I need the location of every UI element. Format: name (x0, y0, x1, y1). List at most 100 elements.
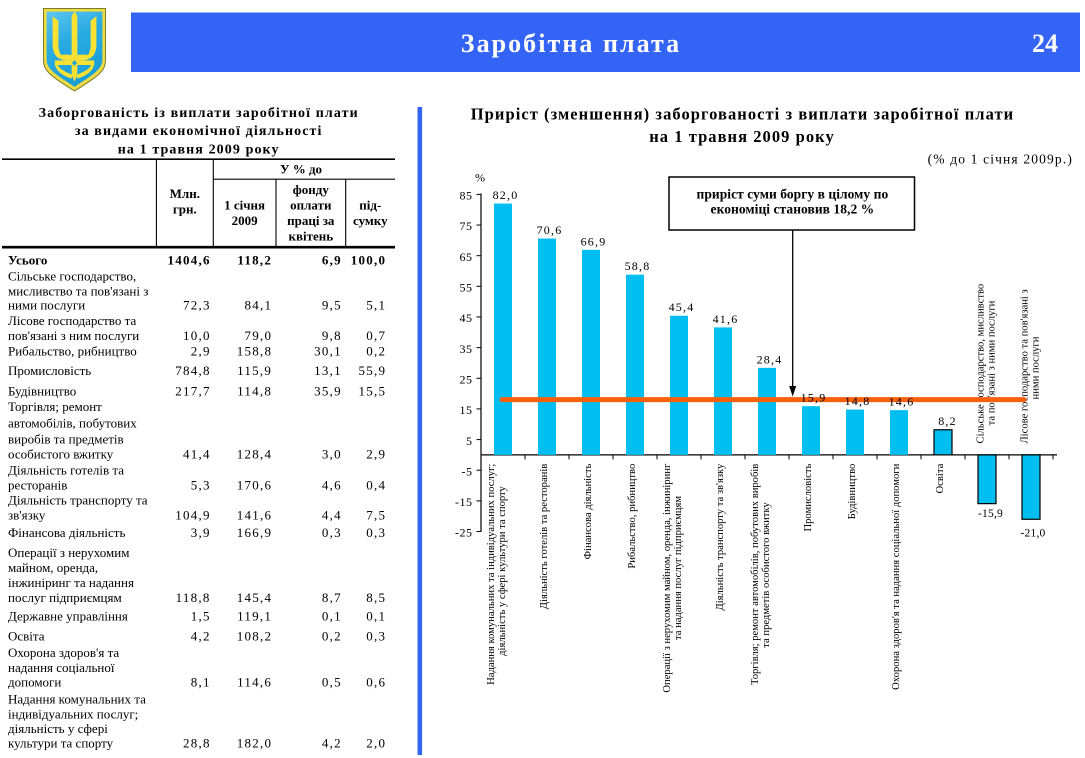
svg-text:55: 55 (460, 281, 473, 295)
svg-text:культури та спорту: культури та спорту (8, 736, 114, 751)
svg-text:мисливство та пов'язані з: мисливство та пов'язані з (8, 284, 148, 299)
svg-text:У % до: У % до (280, 161, 322, 176)
svg-text:майном, оренда,: майном, оренда, (8, 560, 98, 575)
svg-text:15: 15 (460, 403, 473, 417)
svg-text:114,8: 114,8 (237, 383, 272, 398)
svg-text:118,2: 118,2 (237, 252, 272, 267)
svg-text:Будівництво: Будівництво (8, 383, 76, 398)
svg-text:Освіта: Освіта (8, 628, 45, 643)
svg-text:Надання комунальних та індивід: Надання комунальних та індивідуальних по… (486, 464, 497, 685)
svg-text:Рибальство, рибництво: Рибальство, рибництво (627, 464, 638, 569)
svg-text:та пов'язані з ними послуги: та пов'язані з ними послуги (987, 300, 998, 425)
svg-text:14,6: 14,6 (889, 395, 915, 409)
svg-text:9,5: 9,5 (322, 298, 342, 313)
svg-text:84,1: 84,1 (244, 298, 272, 313)
svg-text:0,2: 0,2 (322, 628, 342, 643)
svg-text:45: 45 (460, 311, 473, 325)
svg-text:5,1: 5,1 (366, 298, 386, 313)
svg-text:85: 85 (460, 189, 473, 203)
svg-text:70,6: 70,6 (537, 223, 563, 237)
svg-text:7,5: 7,5 (366, 508, 386, 523)
svg-text:ними послуги: ними послуги (1031, 336, 1042, 399)
svg-text:13,1: 13,1 (314, 363, 342, 378)
svg-text:2,9: 2,9 (366, 446, 386, 461)
svg-text:145,4: 145,4 (237, 590, 273, 605)
svg-text:Фінансова діяльність: Фінансова діяльність (583, 464, 594, 560)
svg-text:Охорона здоров'я та надання со: Охорона здоров'я та надання соціальної д… (891, 463, 902, 689)
svg-text:28,8: 28,8 (183, 736, 211, 751)
svg-text:158,8: 158,8 (237, 344, 273, 359)
svg-text:Операції з нерухомим майном, о: Операції з нерухомим майном, оренда, інж… (662, 463, 673, 693)
svg-text:на 1 травня 2009 року: на 1 травня 2009 року (118, 143, 280, 158)
svg-text:55,9: 55,9 (358, 363, 386, 378)
svg-text:9,8: 9,8 (322, 328, 342, 343)
svg-text:за видами економічної діяльнос: за видами економічної діяльності (75, 124, 323, 139)
svg-text:виробів та предметів: виробів та предметів (8, 431, 124, 446)
svg-text:141,6: 141,6 (237, 508, 273, 523)
svg-text:Заробітна плата: Заробітна плата (461, 29, 681, 58)
svg-text:1,5: 1,5 (191, 608, 211, 623)
svg-text:8,5: 8,5 (366, 590, 386, 605)
svg-text:праці за: праці за (287, 213, 335, 228)
svg-text:10,0: 10,0 (183, 328, 211, 343)
svg-text:5: 5 (466, 434, 473, 448)
svg-text:0,1: 0,1 (322, 608, 342, 623)
svg-text:4,2: 4,2 (191, 628, 211, 643)
svg-text:пов'язані з ним послуги: пов'язані з ним послуги (8, 328, 139, 343)
svg-text:Торгівля; ремонт автомобілів,: Торгівля; ремонт автомобілів, побутових … (750, 464, 761, 685)
svg-text:надання соціальної: надання соціальної (8, 660, 115, 675)
svg-text:-25: -25 (455, 526, 473, 540)
svg-text:під-: під- (359, 197, 381, 212)
svg-text:квітень: квітень (288, 228, 333, 243)
svg-text:індивідуальних послуг;: індивідуальних послуг; (8, 707, 138, 722)
svg-text:119,1: 119,1 (237, 608, 272, 623)
svg-text:Заборгованість із виплати заро: Заборгованість із виплати заробітної пла… (39, 106, 359, 121)
svg-text:автомобілів, побутових: автомобілів, побутових (8, 415, 137, 430)
svg-text:Надання комунальних та: Надання комунальних та (8, 692, 146, 707)
svg-text:фонду: фонду (293, 182, 330, 197)
svg-text:0,3: 0,3 (366, 628, 386, 643)
svg-text:65: 65 (460, 250, 473, 264)
svg-text:30,1: 30,1 (314, 344, 342, 359)
svg-text:41,6: 41,6 (713, 312, 739, 326)
svg-text:45,4: 45,4 (669, 300, 695, 314)
svg-text:економіці становив 18,2 %: економіці становив 18,2 % (711, 202, 875, 217)
svg-text:-15,9: -15,9 (978, 508, 1003, 520)
svg-text:Усього: Усього (8, 252, 47, 267)
svg-text:66,9: 66,9 (581, 234, 607, 248)
svg-text:14,8: 14,8 (845, 394, 871, 408)
svg-text:грн.: грн. (173, 201, 197, 216)
svg-text:-21,0: -21,0 (1021, 528, 1046, 540)
svg-text:2,9: 2,9 (191, 344, 211, 359)
svg-text:24: 24 (1032, 29, 1058, 58)
svg-text:Діяльність готелів та: Діяльність готелів та (8, 462, 124, 477)
svg-text:0,3: 0,3 (366, 525, 386, 540)
svg-text:на 1 травня 2009 року: на 1 травня 2009 року (649, 127, 835, 146)
svg-text:15,5: 15,5 (358, 383, 386, 398)
svg-text:сумку: сумку (353, 213, 388, 228)
svg-text:0,6: 0,6 (366, 675, 386, 690)
svg-text:Операції з нерухомим: Операції з нерухомим (8, 545, 129, 560)
svg-text:3,0: 3,0 (322, 446, 342, 461)
svg-text:Державне управління: Державне управління (8, 608, 128, 623)
svg-text:діяльність у сфері: діяльність у сфері (8, 721, 108, 736)
svg-text:5,3: 5,3 (191, 478, 211, 493)
svg-text:1404,6: 1404,6 (167, 252, 210, 267)
svg-text:0,3: 0,3 (322, 525, 342, 540)
svg-text:-15: -15 (455, 495, 473, 509)
svg-text:та предметів особистого вжитку: та предметів особистого вжитку (761, 502, 772, 648)
svg-text:35,9: 35,9 (314, 383, 342, 398)
svg-text:182,0: 182,0 (237, 736, 273, 751)
svg-text:8,1: 8,1 (191, 675, 211, 690)
svg-text:4,4: 4,4 (322, 508, 342, 523)
svg-text:-5: -5 (462, 464, 473, 478)
svg-text:28,4: 28,4 (757, 352, 783, 366)
svg-text:35: 35 (460, 342, 473, 356)
svg-text:3,9: 3,9 (191, 525, 211, 540)
svg-text:72,3: 72,3 (183, 298, 211, 313)
svg-text:ними послуги: ними послуги (8, 298, 85, 313)
svg-text:108,2: 108,2 (237, 628, 273, 643)
svg-text:Діяльність транспорту та зв'яз: Діяльність транспорту та зв'язку (715, 463, 726, 611)
svg-text:Приріст (зменшення) заборгован: Приріст (зменшення) заборгованості з вип… (471, 104, 1014, 123)
svg-text:%: % (475, 171, 485, 185)
